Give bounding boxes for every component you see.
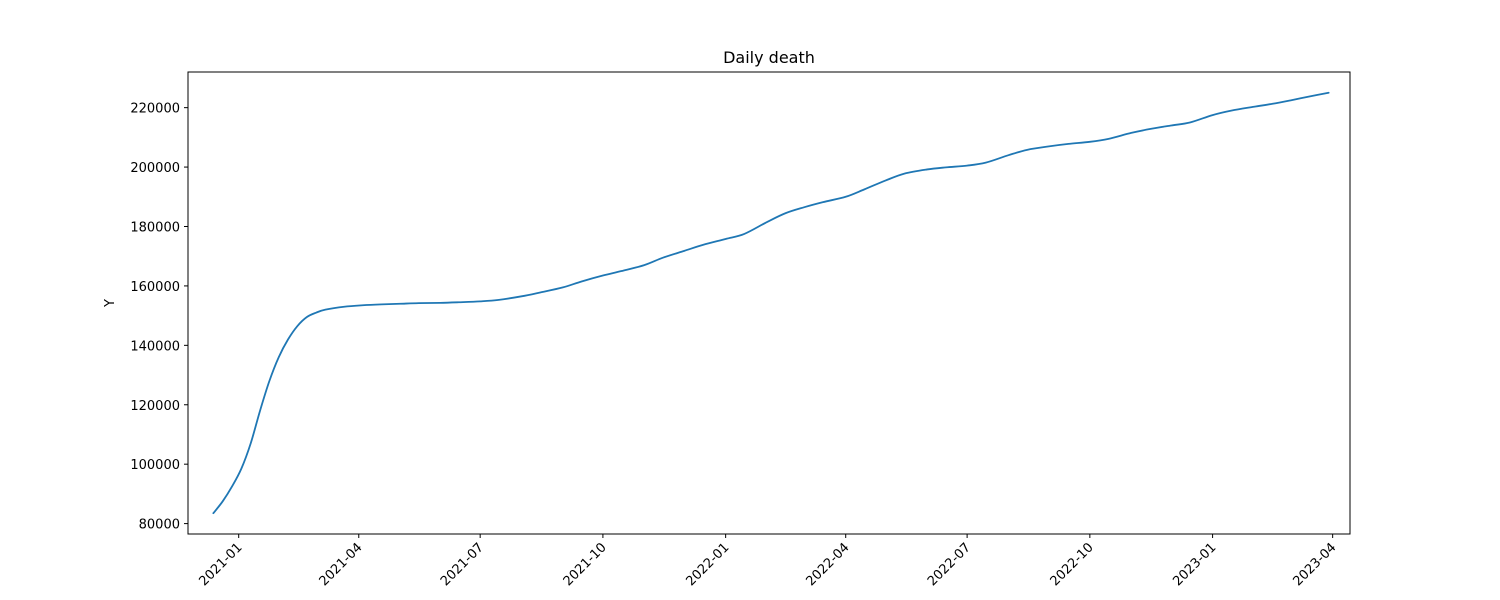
series-line [212,91,1330,515]
y-tick-label: 120000 [130,399,180,414]
y-tick-label: 100000 [130,458,180,473]
y-tick-label: 220000 [130,102,180,117]
chart-title: Daily death [723,48,815,67]
y-axis: 80000 100000 120000 140000 160000 180000 20000… [130,102,188,533]
y-tick-label: 140000 [130,339,180,354]
y-tick-label: 80000 [139,518,180,533]
plot-area-frame [187,71,1351,535]
y-tick-label: 200000 [130,161,180,176]
y-axis-label: Y [103,299,118,308]
y-tick-label: 180000 [130,220,180,235]
y-tick-label: 160000 [130,280,180,295]
